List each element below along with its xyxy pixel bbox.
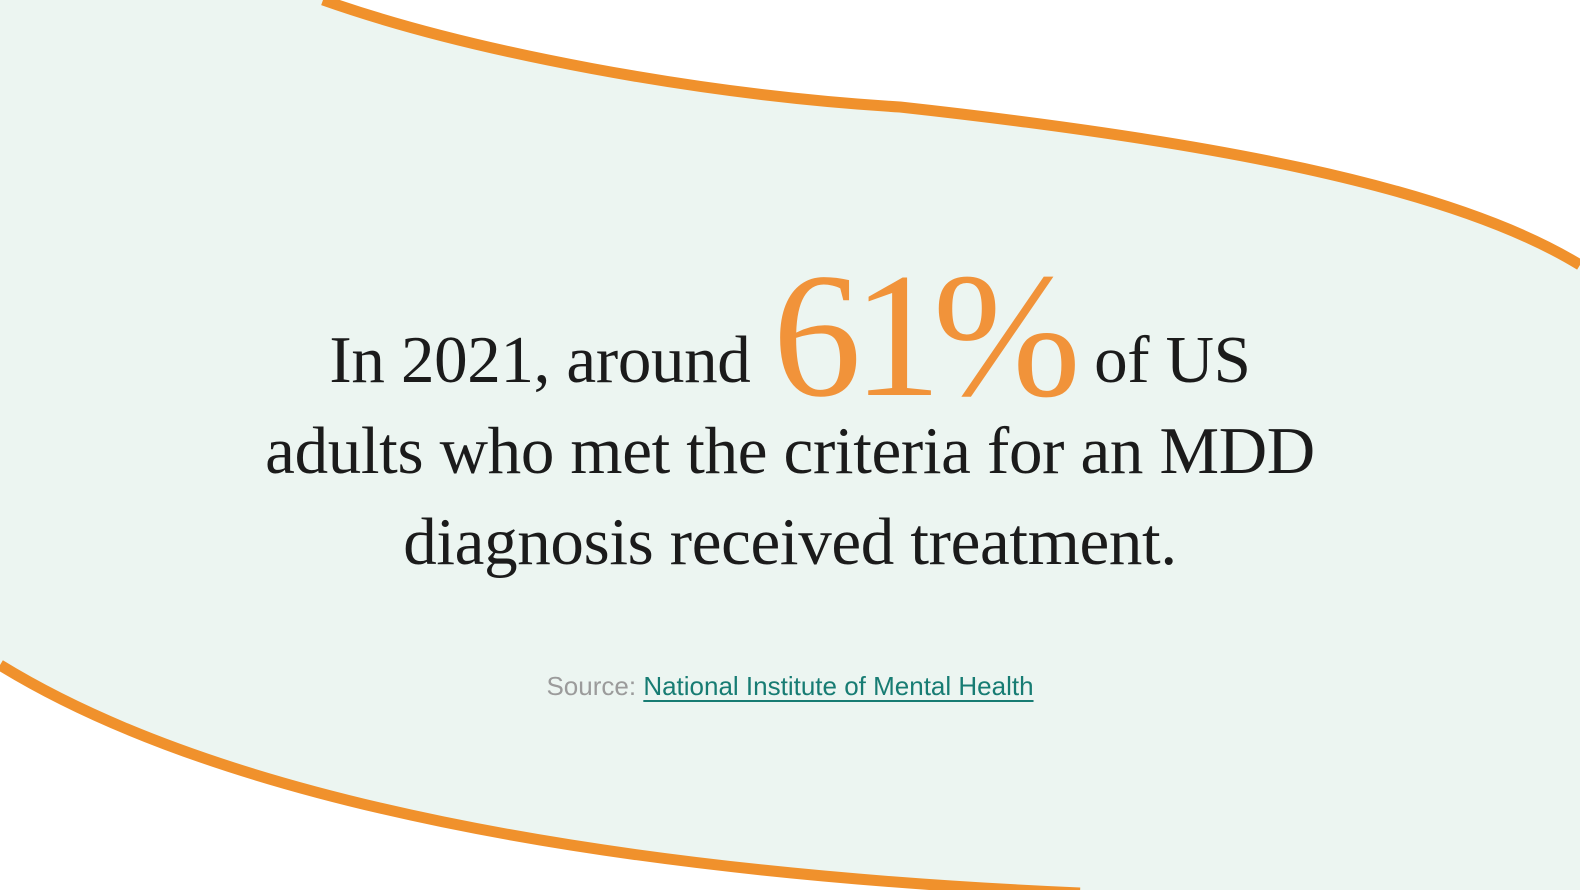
- source-label: Source:: [546, 671, 637, 701]
- headline-line-3: diagnosis received treatment.: [403, 505, 1177, 579]
- headline-line-2: adults who met the criteria for an MDD: [265, 414, 1315, 488]
- source-link[interactable]: National Institute of Mental Health: [643, 671, 1034, 701]
- stat-value: 61%: [772, 236, 1080, 435]
- bottom-wave-line: [0, 660, 1081, 890]
- top-wave-fill: [323, 0, 1580, 265]
- bottom-wave-fill: [0, 665, 1020, 890]
- headline-line-1-suffix: of US: [1094, 323, 1251, 397]
- top-wave-line: [321, 0, 1580, 270]
- headline-prefix: In 2021, around: [329, 323, 751, 397]
- headline-line-1: In 2021, around 61% of US: [0, 246, 1580, 424]
- source-row: Source: National Institute of Mental Hea…: [0, 669, 1580, 703]
- headline: In 2021, around 61% of US adults who met t…: [0, 246, 1580, 588]
